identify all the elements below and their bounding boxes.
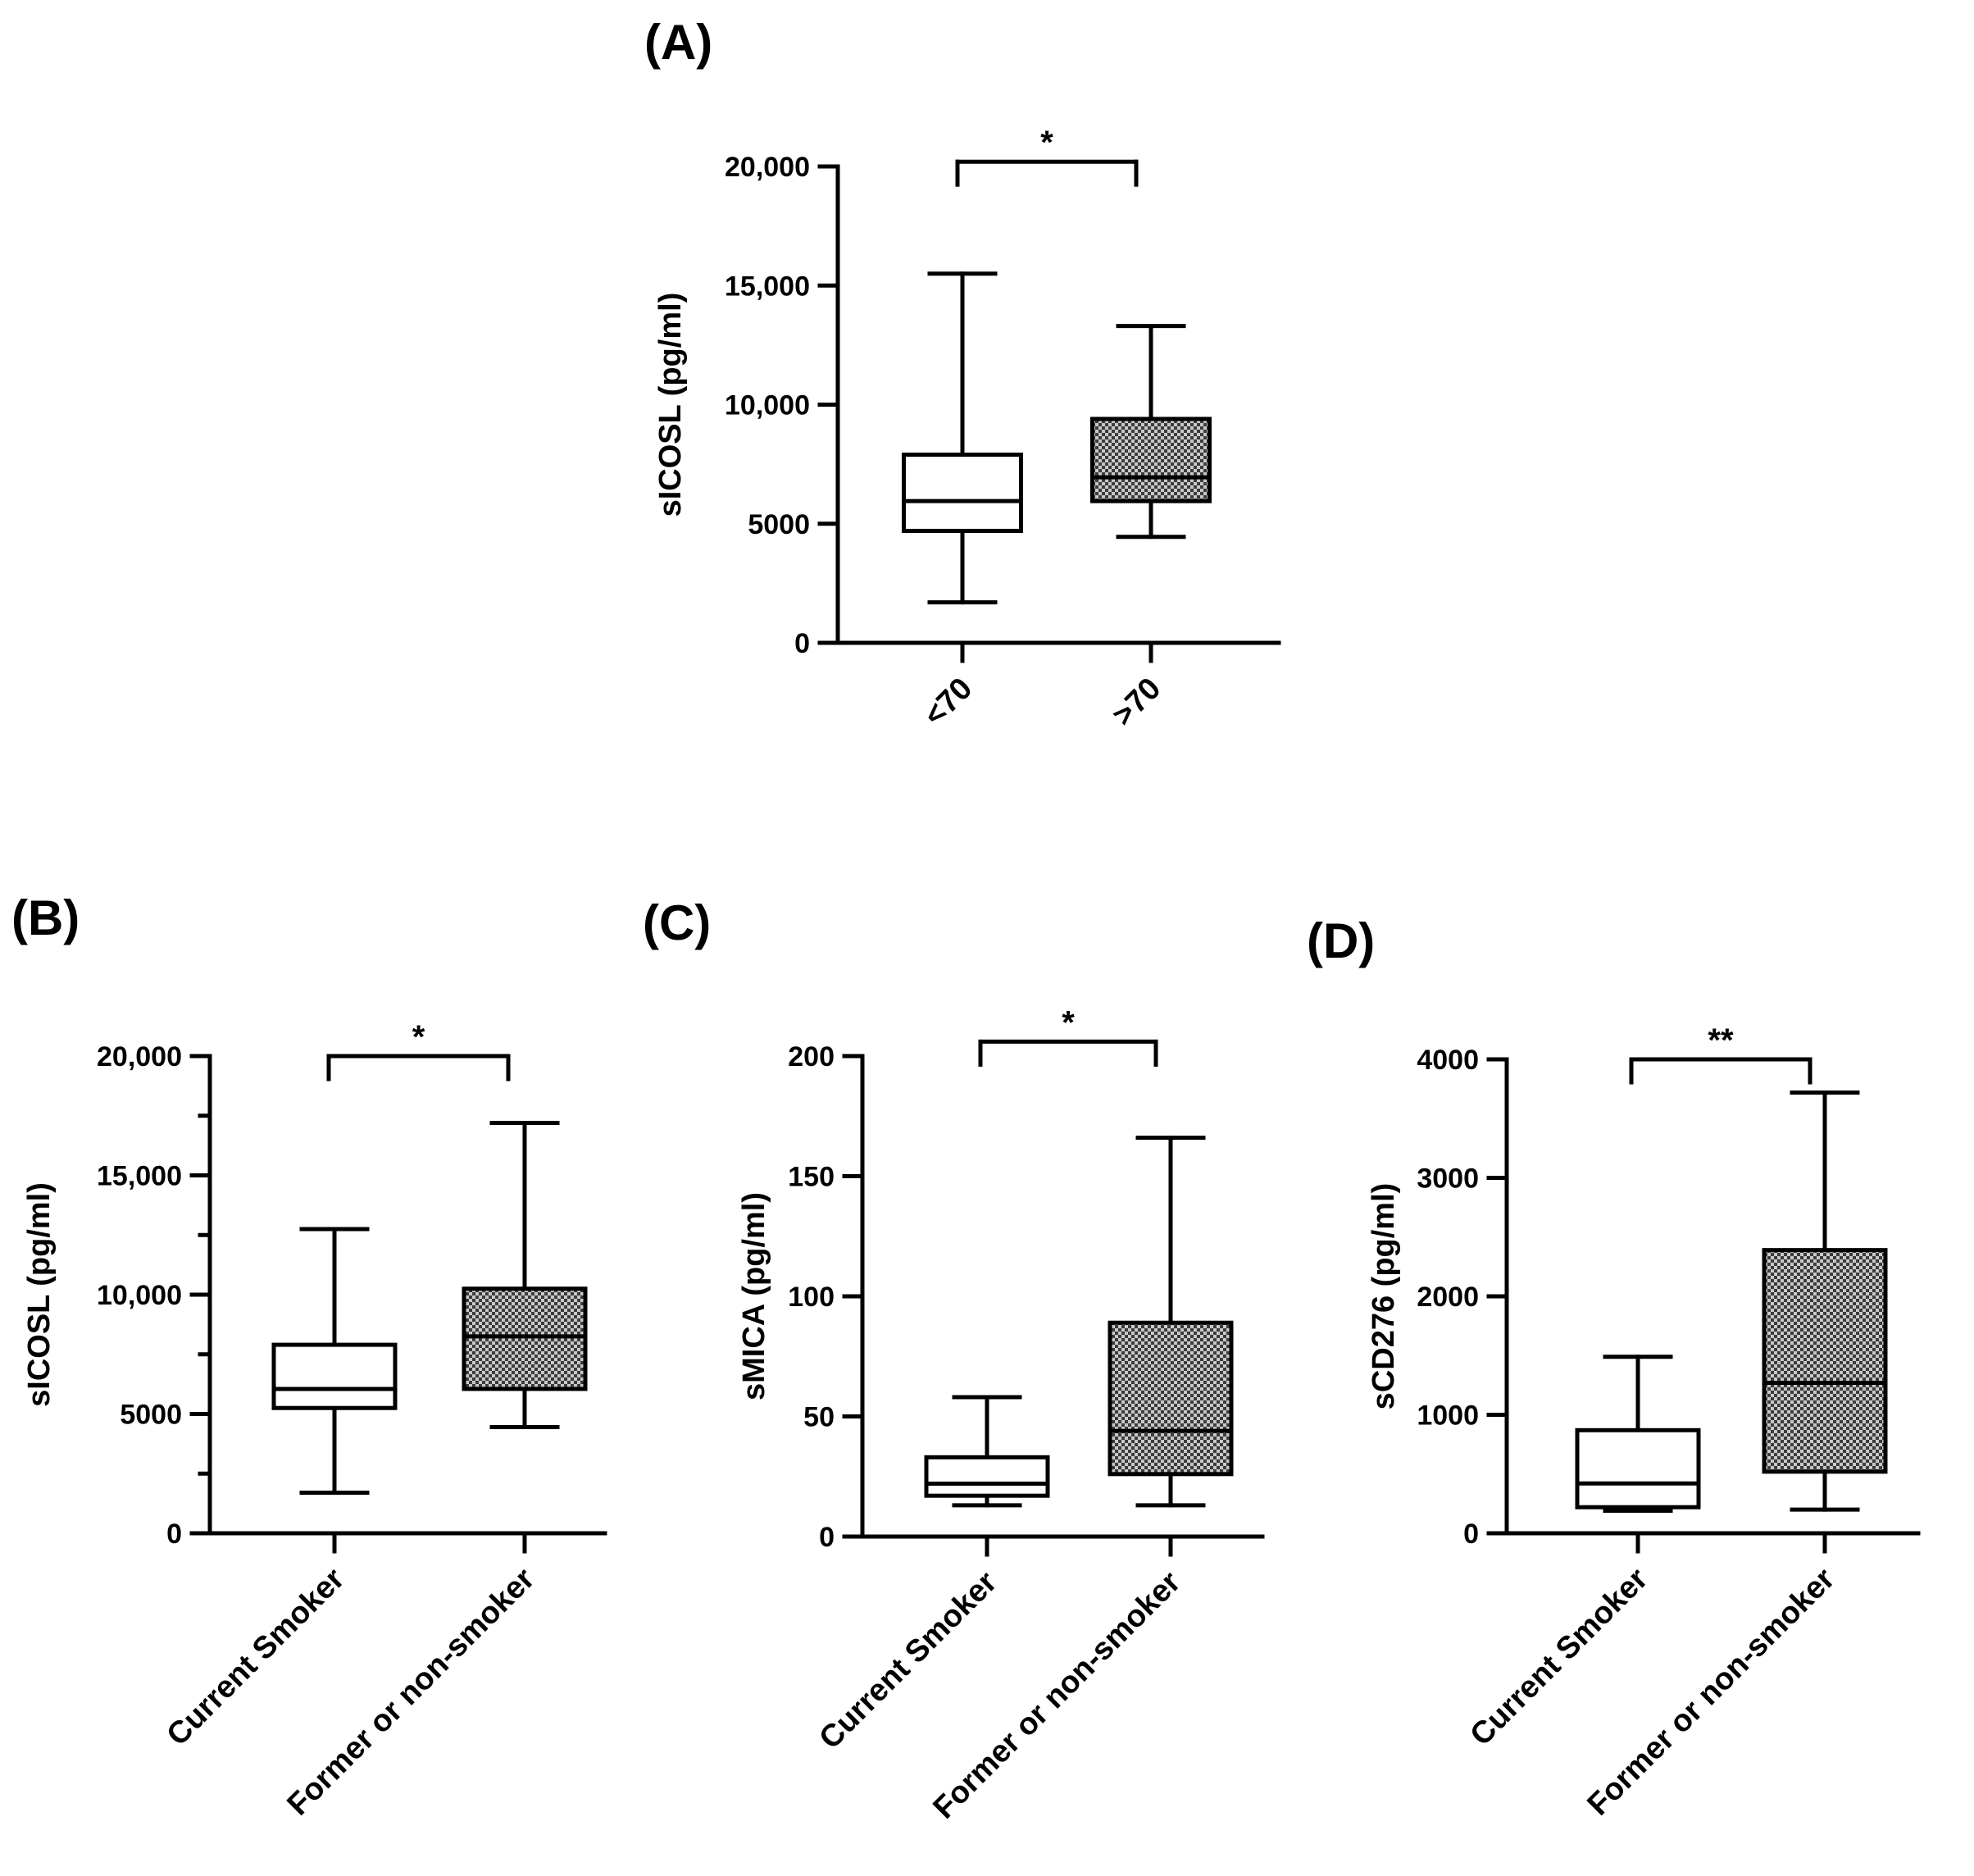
x-category-label: >70	[1106, 672, 1167, 733]
significance-label: **	[1708, 1022, 1734, 1059]
y-tick-label: 4000	[1417, 1045, 1479, 1076]
y-axis-title: sCD276 (pg/ml)	[1367, 1183, 1401, 1410]
panel-label: (A)	[644, 15, 712, 70]
y-tick-label: 0	[794, 628, 810, 659]
iqr-box	[1575, 1427, 1701, 1509]
y-axis-title: sICOSL (pg/ml)	[653, 293, 688, 517]
significance-label: *	[412, 1019, 425, 1055]
y-tick-label: 1000	[1417, 1400, 1479, 1432]
iqr-box	[1090, 417, 1212, 503]
box-2	[1108, 1136, 1234, 1508]
box-1	[924, 1395, 1050, 1508]
y-tick-label: 50	[803, 1402, 835, 1433]
iqr-box	[462, 1286, 588, 1391]
iqr-box	[902, 453, 1023, 533]
box-2	[1090, 324, 1212, 540]
iqr-box	[1762, 1248, 1888, 1474]
chart-panel-c: (C) 0 50 100 150 200 sMICA (pg/ml) Current Smok…	[643, 895, 1265, 1826]
y-axis-title: sMICA (pg/ml)	[737, 1192, 771, 1400]
chart-panel-d: (D) 0 1000 2000 3000 4000 sCD276 (pg/ml) Curren…	[1307, 913, 1921, 1823]
y-tick-label: 0	[166, 1519, 182, 1550]
significance-bracket	[326, 1054, 511, 1081]
y-tick-label: 3000	[1417, 1163, 1479, 1195]
panel-label: (B)	[11, 890, 80, 945]
significance-bracket	[955, 159, 1139, 187]
box-2	[1762, 1090, 1888, 1512]
y-tick-label: 20,000	[725, 152, 810, 183]
y-axis-title: sICOSL (pg/ml)	[22, 1182, 57, 1407]
y-tick-label: 15,000	[97, 1161, 182, 1192]
iqr-box	[271, 1342, 398, 1410]
panel-label: (C)	[643, 895, 711, 950]
significance-bracket	[1629, 1057, 1813, 1085]
chart-panel-b: (B) 0 5000 10,000 15,000 20,000 sICOSL (pg/ml)…	[11, 890, 607, 1823]
y-tick-label: 100	[788, 1282, 835, 1313]
y-tick-label: 0	[1463, 1519, 1479, 1550]
x-category-label: <70	[917, 672, 979, 733]
box-1	[1575, 1355, 1701, 1514]
panel-label: (D)	[1307, 913, 1375, 968]
significance-label: *	[1062, 1004, 1075, 1040]
box-2	[462, 1120, 588, 1430]
y-tick-label: 200	[788, 1041, 835, 1072]
chart-panel-a: (A) 0 5000 10,000 15,000 20,000 sICOSL (pg/ml)…	[644, 15, 1281, 733]
y-tick-label: 2000	[1417, 1282, 1479, 1313]
significance-bracket	[978, 1039, 1158, 1067]
iqr-box	[924, 1455, 1050, 1498]
y-tick-label: 0	[819, 1522, 835, 1553]
y-tick-label: 5000	[748, 509, 810, 540]
y-tick-label: 5000	[120, 1400, 182, 1431]
x-category-label: Current Smoker	[161, 1562, 352, 1753]
iqr-box	[1108, 1320, 1234, 1477]
y-tick-label: 10,000	[725, 390, 810, 421]
y-tick-label: 10,000	[97, 1280, 182, 1311]
significance-label: *	[1040, 125, 1053, 161]
y-tick-label: 20,000	[97, 1041, 182, 1072]
x-category-label: Current Smoker	[1464, 1562, 1655, 1753]
y-tick-label: 15,000	[725, 271, 810, 302]
y-tick-label: 150	[788, 1162, 835, 1193]
box-1	[271, 1227, 398, 1496]
x-category-label: Current Smoker	[813, 1565, 1004, 1756]
box-1	[902, 271, 1023, 605]
